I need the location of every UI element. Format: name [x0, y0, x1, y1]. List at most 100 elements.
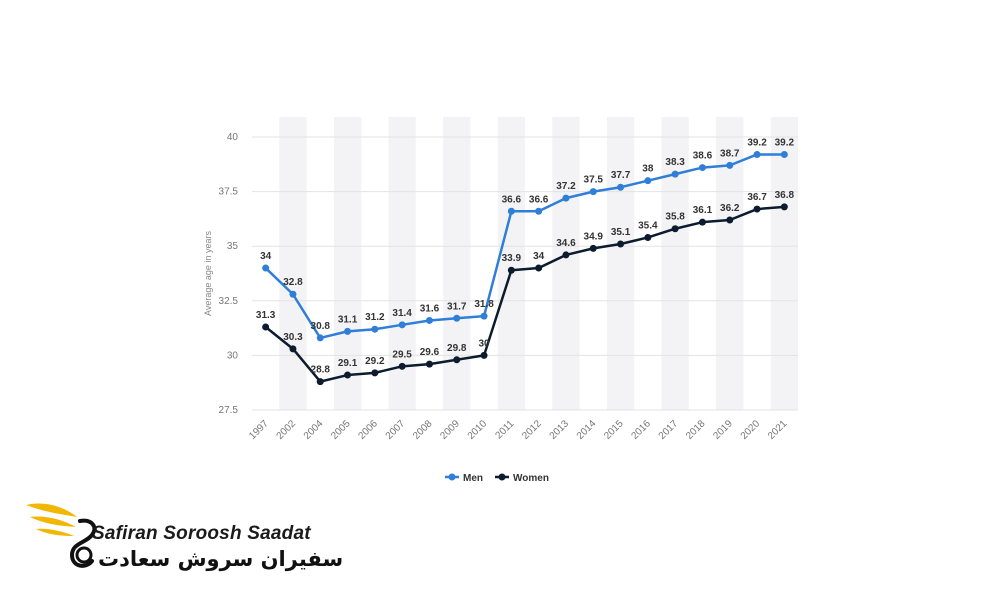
data-label: 34.9	[584, 231, 604, 242]
y-axis-ticks: 27.5 30 32.5 35 37.5 40	[219, 132, 239, 416]
data-point	[753, 150, 761, 158]
data-point	[726, 161, 734, 169]
x-tick-label: 2009	[438, 418, 462, 442]
column-band	[443, 117, 471, 410]
data-point	[262, 264, 270, 272]
data-label: 38	[642, 164, 654, 175]
column-bands	[279, 117, 798, 410]
data-label: 38.7	[720, 148, 740, 159]
data-label: 38.3	[665, 157, 685, 168]
data-point	[398, 362, 406, 370]
data-labels: 34 32.8 30.8 31.1 31.2 31.4 31.6 31.7 31.8 36.6 36…	[256, 137, 795, 375]
data-point	[617, 183, 625, 191]
data-label: 29.1	[338, 358, 358, 369]
data-label: 33.9	[502, 253, 522, 264]
series-lines	[262, 150, 788, 386]
data-label: 31.6	[420, 303, 440, 314]
x-tick-label: 2005	[329, 418, 353, 442]
data-label: 36.6	[529, 194, 549, 205]
data-point	[316, 334, 324, 342]
data-label: 31.3	[256, 310, 276, 321]
data-point	[453, 314, 461, 322]
data-label: 32.8	[283, 277, 303, 288]
legend-marker	[498, 473, 506, 481]
x-tick-label: 2019	[711, 418, 735, 442]
data-point	[698, 164, 706, 172]
data-point	[562, 194, 570, 202]
data-point	[671, 170, 679, 178]
data-point	[453, 356, 461, 364]
x-tick-label: 2016	[629, 418, 653, 442]
data-point	[398, 321, 406, 329]
data-point	[425, 316, 433, 324]
y-tick-label: 35	[227, 241, 239, 252]
x-tick-label: 2011	[493, 418, 516, 441]
column-band	[497, 117, 525, 410]
column-band	[606, 117, 635, 410]
data-point	[344, 327, 352, 335]
data-label: 36.8	[775, 190, 795, 201]
y-tick-label: 40	[227, 132, 239, 143]
data-point	[644, 233, 652, 241]
data-point	[535, 264, 543, 272]
data-label: 36.6	[502, 194, 522, 205]
data-label: 34	[260, 251, 272, 262]
column-band	[388, 117, 416, 410]
data-label: 35.8	[665, 212, 685, 223]
data-label: 30	[478, 338, 490, 349]
y-axis-label: Average age in years	[203, 231, 213, 316]
brand-logo: Safiran Soroosh Saadat سفیران سروش سعادت	[22, 495, 343, 585]
data-label: 31.8	[474, 299, 494, 310]
data-label: 37.5	[584, 175, 604, 186]
data-point	[316, 378, 324, 386]
data-label: 34.6	[556, 238, 576, 249]
series-line-men	[264, 153, 785, 340]
data-label: 29.6	[420, 347, 440, 358]
column-band	[770, 117, 798, 410]
x-tick-label: 2002	[275, 418, 299, 442]
data-label: 36.1	[693, 205, 713, 216]
data-point	[480, 312, 488, 320]
data-point	[753, 205, 761, 213]
column-band	[333, 117, 362, 410]
data-label: 35.1	[611, 227, 631, 238]
y-tick-label: 27.5	[219, 405, 239, 416]
data-point	[780, 150, 788, 158]
data-label: 29.8	[447, 343, 467, 354]
data-label: 35.4	[638, 220, 658, 231]
data-point	[344, 371, 352, 379]
data-label: 29.5	[392, 349, 412, 360]
data-point	[507, 266, 515, 274]
data-point	[371, 325, 379, 333]
gridlines	[252, 136, 798, 411]
y-tick-label: 32.5	[219, 296, 239, 307]
data-point	[480, 351, 488, 359]
column-band	[552, 117, 580, 410]
data-label: 29.2	[365, 356, 385, 367]
data-point	[726, 216, 734, 224]
data-label: 36.7	[747, 192, 767, 203]
x-tick-label: 2004	[302, 418, 326, 442]
data-label: 31.4	[392, 308, 412, 319]
x-tick-label: 2010	[466, 418, 490, 442]
x-tick-label: 2006	[356, 418, 380, 442]
data-point	[262, 323, 270, 331]
y-tick-label: 37.5	[219, 187, 239, 198]
legend-label-men: Men	[463, 473, 483, 484]
x-tick-label: 2014	[575, 418, 599, 442]
data-label: 31.1	[338, 314, 358, 325]
data-point	[589, 188, 597, 196]
data-label: 34	[533, 251, 545, 262]
x-tick-label: 2017	[657, 418, 681, 442]
data-label: 30.3	[283, 332, 303, 343]
data-label: 31.7	[447, 301, 467, 312]
legend-label-women: Women	[513, 473, 549, 484]
logo-text-fa: سفیران سروش سعادت	[98, 547, 344, 571]
x-tick-label: 2008	[411, 418, 435, 442]
series-line-women	[264, 205, 785, 383]
legend-marker	[448, 473, 456, 481]
data-label: 39.2	[775, 137, 795, 148]
data-label: 39.2	[747, 137, 767, 148]
data-point	[671, 225, 679, 233]
